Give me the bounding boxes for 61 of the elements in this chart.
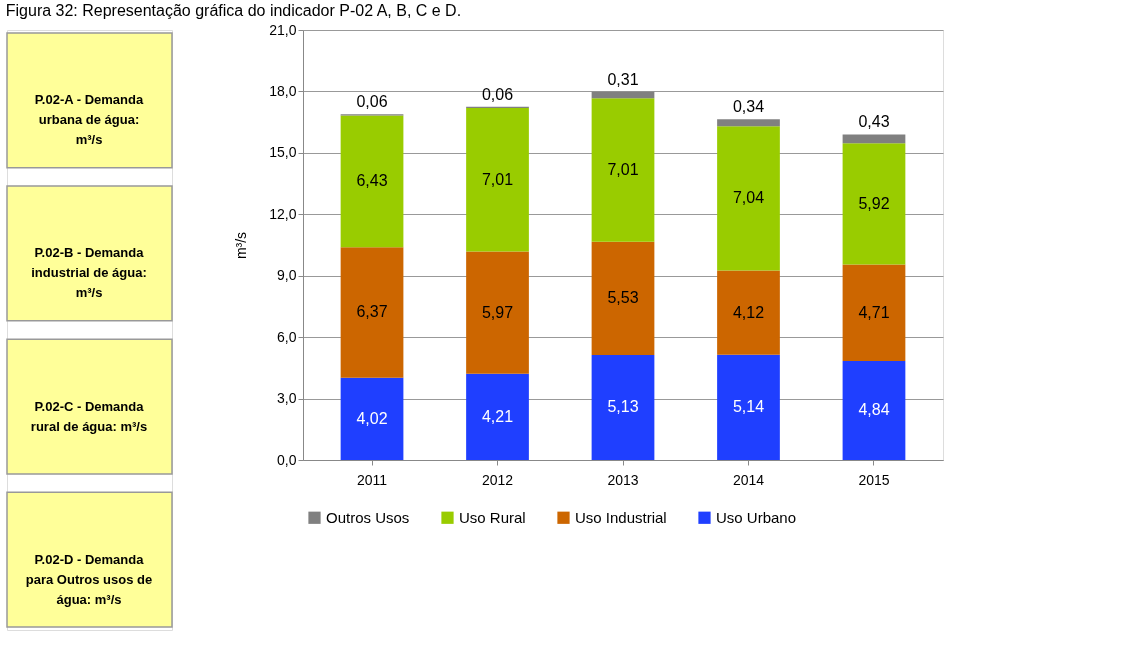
data-label: 7,04 [732,189,765,207]
data-label: 5,13 [607,398,639,416]
data-label: 5,14 [732,398,765,416]
text: P.02-A - Demanda urbana de água: m³/s [34,92,144,148]
data-label: 0,31 [607,70,639,88]
bar [466,251,529,374]
legend-label: Uso Rural [459,508,526,526]
data-label: 0,06 [356,93,388,111]
y-axis-title: m³/s [233,231,250,260]
data-label: 5,53 [607,289,639,307]
data-label: 5,97 [481,303,514,321]
y-tick-label: 6,0 [277,328,297,345]
y-tick-label: 18,0 [269,82,297,99]
bar [842,143,906,265]
legend-label: Uso Urbano [716,508,797,526]
x-tick-label: 2014 [732,471,765,488]
x-tick-label: 2012 [481,471,514,488]
data-label: 4,02 [356,409,388,427]
bar [466,373,529,460]
data-label: 7,01 [481,170,514,188]
bar [717,270,780,355]
x-tick-label: 2011 [356,471,388,488]
bar [717,119,780,127]
bar [340,115,404,248]
legend-label: Uso Industrial [575,508,667,526]
y-tick-label: 3,0 [277,390,297,407]
data-label: 6,43 [356,172,388,190]
data-label: 5,92 [858,194,890,212]
data-label: 4,71 [858,303,890,321]
legend-label: Outros Usos [326,508,410,526]
data-label: 4,21 [481,407,514,425]
data-label: 0,06 [481,85,514,103]
text: P.02-D - Demanda para Outros usos de água: m³/s [25,551,153,607]
bar [466,108,529,252]
bar [340,377,404,460]
y-tick-label: 15,0 [269,144,297,161]
bar [842,134,906,144]
bar [591,98,655,242]
bar [591,91,655,99]
data-label: 4,84 [858,401,890,419]
text: P.02-C - Demanda rural de água: m³/s [30,398,148,434]
bar [717,126,780,271]
bar [842,360,906,460]
chart-title: Figura 32: Representação gráfica do indicador P-02 A, B, C e D. [5,1,462,19]
bar [842,264,906,361]
x-tick-label: 2015 [858,471,890,488]
text: P.02-B - Demanda industrial de água: m³/s [31,245,147,301]
data-label: 0,34 [732,98,765,116]
data-label: 0,43 [858,113,890,131]
x-tick-label: 2013 [607,471,639,488]
y-tick-label: 12,0 [269,205,297,222]
bar [340,247,404,378]
bar [717,354,780,460]
bar [591,241,655,355]
data-label: 7,01 [607,160,639,178]
data-label: 6,37 [356,303,388,321]
y-tick-label: 21,0 [269,21,297,38]
data-label: 4,12 [732,303,765,321]
y-tick-label: 9,0 [277,267,297,284]
y-tick-label: 0,0 [277,451,297,468]
bar [591,354,655,460]
